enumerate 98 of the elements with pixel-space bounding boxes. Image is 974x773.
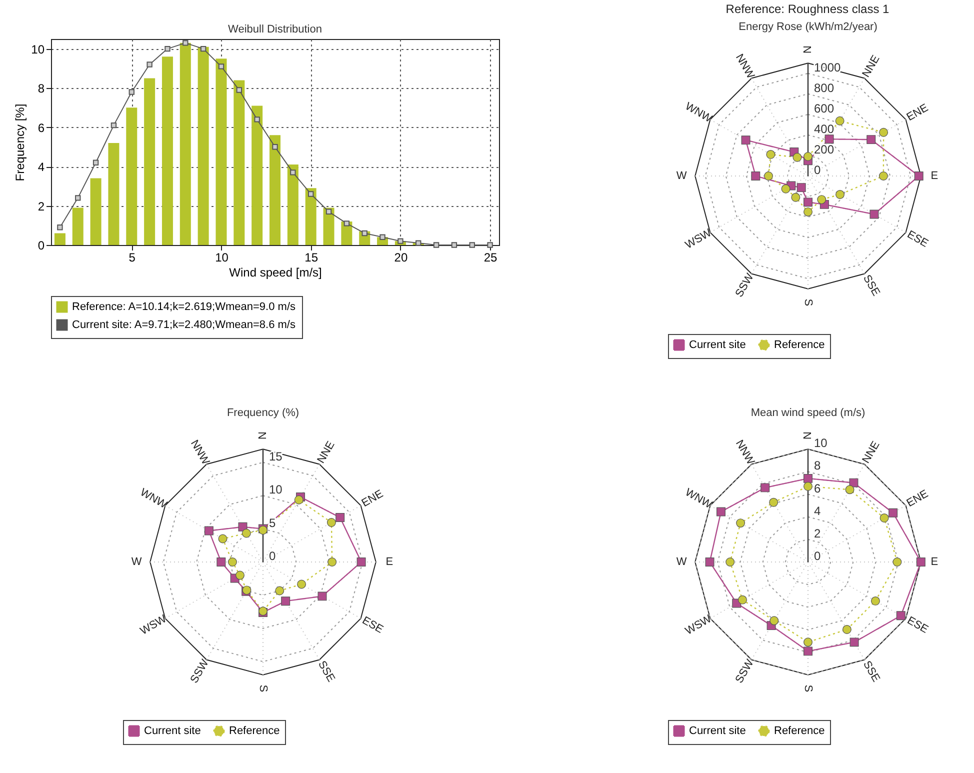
bar [108, 142, 120, 245]
spoke-label: S [802, 684, 814, 692]
bar [126, 108, 138, 245]
y-tick-label: 0 [38, 238, 45, 252]
point [110, 122, 117, 128]
legend-label: Reference [774, 339, 825, 351]
spoke-label: ENE [904, 102, 930, 124]
spoke-label: W [676, 170, 688, 182]
bar [144, 78, 156, 245]
y-tick-label: 2 [814, 526, 821, 540]
spoke-label: ENE [904, 488, 930, 510]
chart-title: Mean wind speed (m/s) [750, 407, 866, 419]
point [146, 62, 152, 68]
point [254, 116, 260, 122]
chart-title: Energy Rose (kWh/m2/year) [738, 21, 878, 33]
point [433, 242, 440, 248]
spoke-label: W [131, 556, 142, 568]
spoke-label: ESE [904, 228, 930, 250]
point [344, 220, 350, 226]
chart-title: Frequency (%) [226, 407, 300, 419]
bar [234, 80, 245, 245]
y-tick-label: 400 [814, 122, 834, 136]
x-tick-label: 5 [128, 250, 136, 264]
legend-label: Current site [144, 725, 201, 737]
spoke-label: S [802, 298, 814, 306]
spoke-label: W [676, 556, 688, 568]
y-tick-label: 4 [814, 504, 821, 518]
spoke-label: N [257, 432, 269, 440]
spoke-label: ESE [360, 614, 386, 636]
spoke-label: N [802, 46, 814, 54]
spoke-label: E [386, 556, 394, 568]
spoke-label: S [257, 684, 269, 692]
point [451, 242, 458, 248]
y-tick-label: 10 [31, 42, 45, 56]
point [218, 64, 224, 70]
point [272, 144, 278, 150]
spoke-label: E [930, 170, 938, 182]
y-tick-label: 600 [814, 101, 834, 116]
y-axis-title: Frequency [%] [13, 104, 28, 182]
legend-label: Reference [774, 725, 825, 737]
x-tick-label: 15 [304, 250, 318, 264]
text: Reference: Roughness class 1 [724, 2, 890, 16]
y-tick-label: 0 [814, 549, 821, 563]
point [362, 230, 368, 236]
bar [54, 233, 66, 245]
bar [216, 58, 227, 245]
point [398, 238, 404, 244]
spoke-label: ENE [360, 488, 386, 510]
y-tick-label: 8 [38, 82, 45, 96]
point [290, 170, 296, 176]
point [469, 242, 475, 248]
point [380, 234, 386, 240]
x-tick-label: 25 [484, 250, 498, 264]
point [164, 46, 170, 52]
bar [270, 135, 280, 245]
bar [72, 208, 84, 245]
point [92, 160, 99, 166]
point [128, 89, 134, 95]
point [487, 242, 493, 248]
y-tick-label: 8 [814, 458, 821, 473]
point [236, 87, 242, 93]
bar [323, 208, 334, 245]
legend-label: Reference [229, 725, 280, 737]
bar [287, 164, 298, 245]
legend-label: Current site: A=9.71;k=2.480;Wmean=8.6 m/s [72, 319, 296, 331]
y-tick-label: 2 [38, 199, 45, 214]
bar [198, 46, 209, 245]
x-tick-label: 10 [215, 250, 229, 264]
point [416, 240, 422, 246]
point [75, 195, 81, 201]
point [326, 208, 332, 214]
spoke-label: E [930, 556, 938, 568]
y-tick-label: 10 [814, 436, 828, 450]
legend-label: Reference: A=10.14;k=2.619;Wmean=9.0 m/s [72, 301, 296, 313]
spoke-label: ESE [904, 614, 930, 636]
y-tick-label: 0 [814, 163, 821, 177]
bar [162, 56, 173, 245]
legend-label: Current site [689, 725, 746, 737]
y-tick-label: 800 [814, 80, 834, 95]
x-tick-label: 20 [394, 250, 408, 264]
bar [252, 106, 263, 245]
point [57, 224, 63, 230]
point [308, 191, 314, 197]
point [182, 40, 188, 46]
point [200, 46, 206, 52]
y-tick-label: 4 [38, 160, 45, 174]
bar [90, 178, 102, 245]
bar [180, 42, 191, 245]
y-tick-label: 10 [269, 482, 283, 497]
y-tick-label: 15 [269, 449, 283, 464]
legend-label: Current site [689, 339, 746, 351]
x-axis-title: Wind speed [m/s] [229, 266, 322, 280]
bar [305, 188, 316, 245]
y-tick-label: 6 [814, 481, 821, 496]
spoke-label: N [802, 432, 814, 440]
y-tick-label: 6 [38, 120, 45, 135]
chart-title: Weibull Distribution [228, 24, 322, 36]
y-tick-label: 0 [269, 549, 276, 563]
